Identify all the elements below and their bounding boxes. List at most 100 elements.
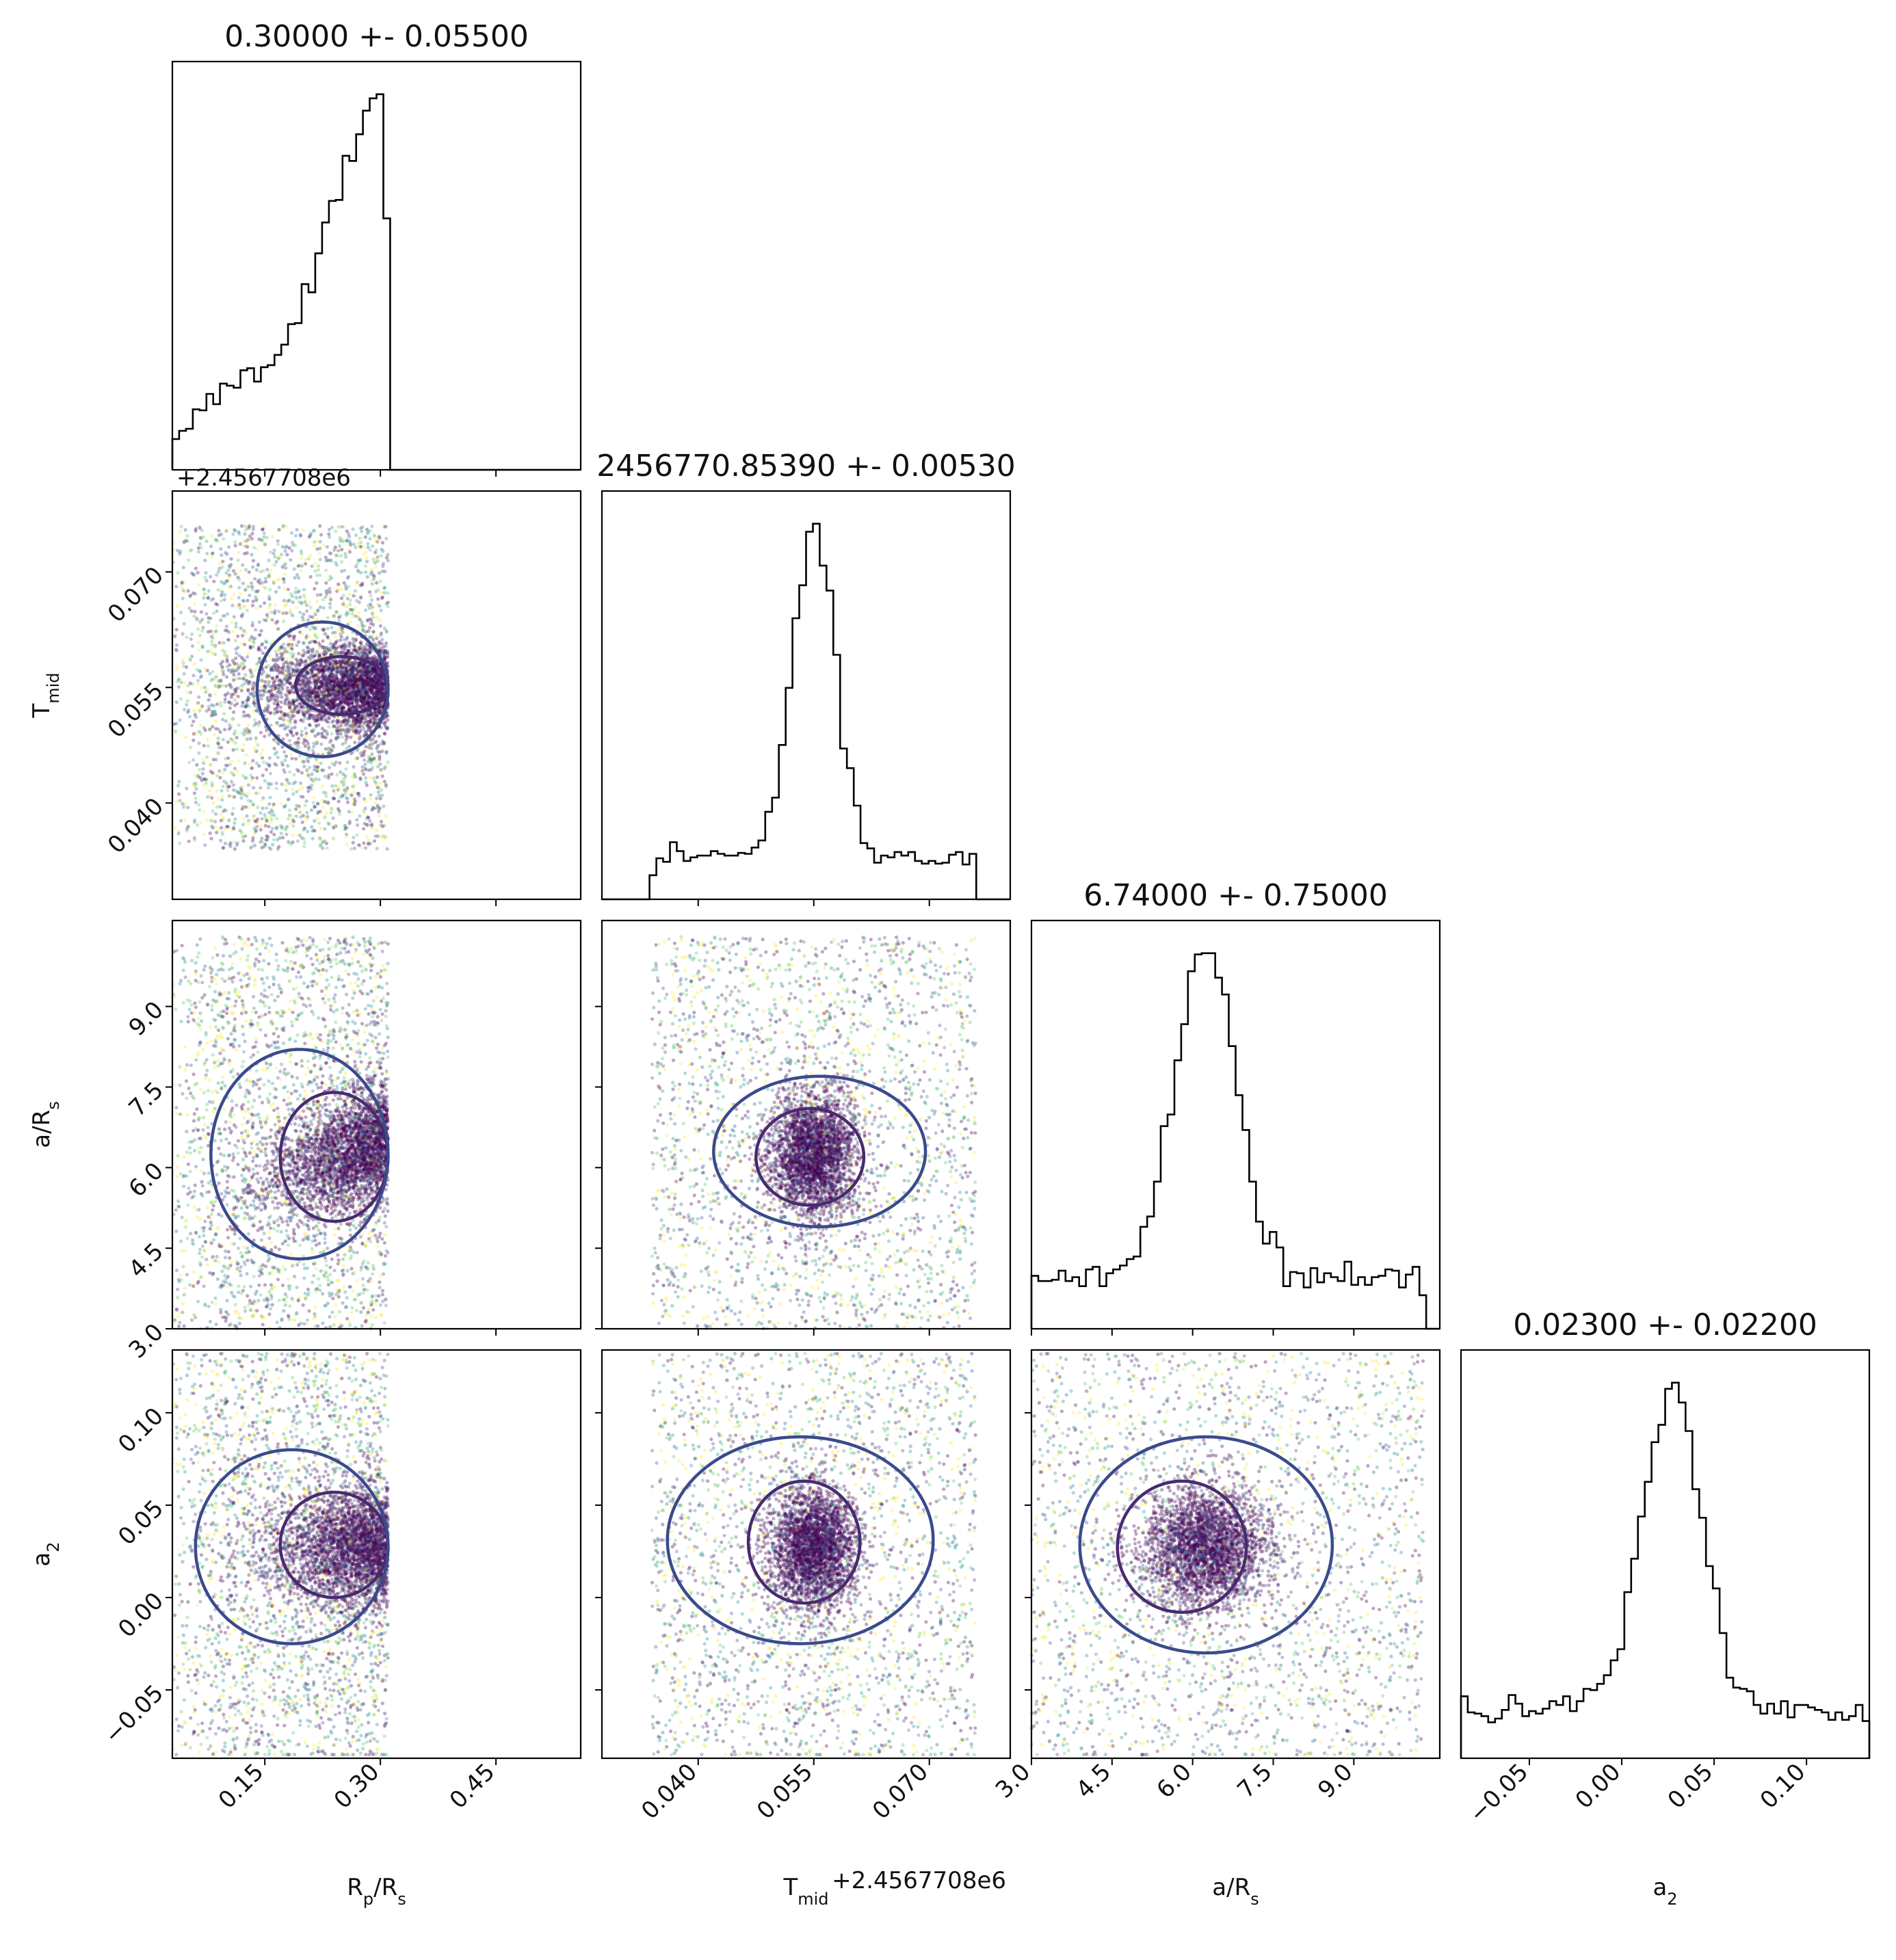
- scatter-point: [257, 764, 261, 767]
- scatter-point: [197, 696, 200, 699]
- scatter-point: [278, 646, 282, 650]
- scatter-point: [205, 552, 209, 555]
- scatter-point: [295, 644, 298, 647]
- scatter-point: [192, 783, 196, 786]
- scatter-point: [272, 664, 276, 667]
- scatter-point: [250, 635, 253, 639]
- scatter-point: [196, 571, 200, 574]
- scatter-point: [263, 531, 266, 535]
- scatter-point: [178, 530, 181, 533]
- scatter-point: [362, 827, 365, 830]
- scatter-point: [249, 799, 252, 803]
- scatter-point: [265, 536, 269, 540]
- scatter-point: [326, 801, 330, 804]
- scatter-point: [313, 680, 317, 684]
- scatter-point: [369, 761, 373, 765]
- scatter-point: [356, 562, 359, 566]
- scatter-point: [213, 693, 217, 696]
- scatter-point: [328, 606, 332, 609]
- scatter-point: [299, 782, 302, 785]
- scatter-point: [291, 594, 294, 598]
- scatter-point: [248, 594, 251, 597]
- scatter-point: [362, 645, 365, 648]
- scatter-point: [221, 771, 224, 775]
- scatter-point: [383, 723, 386, 726]
- scatter-point: [376, 597, 380, 600]
- scatter-point: [291, 757, 294, 760]
- scatter-point: [294, 587, 298, 590]
- scatter-point: [239, 626, 243, 630]
- scatter-point: [285, 825, 289, 828]
- scatter-point: [336, 702, 339, 706]
- scatter-point: [267, 846, 271, 849]
- scatter-point: [253, 637, 256, 640]
- scatter-point: [219, 547, 222, 551]
- scatter-point: [295, 528, 298, 531]
- scatter-point: [359, 728, 363, 732]
- scatter-point: [193, 602, 196, 606]
- scatter-point: [358, 600, 361, 604]
- scatter-point: [328, 667, 331, 670]
- scatter-point: [246, 737, 249, 741]
- scatter-point: [189, 637, 193, 641]
- scatter-point: [289, 608, 292, 611]
- scatter-point: [234, 657, 237, 660]
- scatter-point: [352, 594, 355, 598]
- scatter-point: [276, 756, 280, 759]
- scatter-point: [211, 636, 215, 639]
- scatter-point: [282, 587, 286, 591]
- scatter-point: [283, 758, 287, 762]
- scatter-point: [343, 552, 347, 555]
- scatter-point: [174, 730, 177, 733]
- scatter-point: [370, 768, 373, 771]
- scatter-point: [382, 823, 386, 827]
- scatter-point: [199, 821, 202, 824]
- scatter-point: [260, 538, 263, 542]
- scatter-point: [217, 529, 220, 532]
- scatter-point: [268, 603, 272, 607]
- scatter-point: [251, 624, 254, 627]
- scatter-point: [358, 735, 362, 739]
- scatter-point: [326, 616, 329, 620]
- scatter-point: [329, 552, 332, 555]
- scatter-point: [221, 795, 224, 798]
- scatter-point: [222, 712, 226, 715]
- scatter-point: [265, 806, 268, 810]
- scatter-point: [293, 544, 297, 547]
- scatter-point: [209, 832, 212, 835]
- scatter-point: [374, 802, 378, 805]
- scatter-point: [200, 537, 203, 540]
- scatter-point: [177, 832, 181, 835]
- scatter-point: [334, 760, 338, 764]
- scatter-point: [207, 589, 211, 592]
- scatter-point: [188, 715, 192, 718]
- scatter-point: [356, 624, 360, 628]
- scatter-point: [198, 708, 202, 712]
- scatter-point: [343, 605, 347, 609]
- scatter-point: [198, 768, 201, 771]
- scatter-point: [220, 594, 223, 597]
- scatter-point: [295, 732, 299, 735]
- scatter-point: [353, 772, 356, 776]
- scatter-point: [379, 624, 382, 628]
- scatter-point: [275, 787, 278, 791]
- scatter-point: [219, 839, 222, 843]
- scatter-point: [315, 650, 319, 653]
- scatter-point: [319, 540, 322, 544]
- scatter-point: [294, 534, 298, 538]
- scatter-point: [328, 535, 331, 539]
- scatter-point: [192, 739, 195, 742]
- scatter-point: [360, 622, 363, 625]
- scatter-point: [300, 602, 303, 605]
- scatter-point: [316, 691, 319, 694]
- scatter-point: [373, 741, 377, 744]
- scatter-point: [380, 789, 383, 792]
- scatter-point: [321, 784, 324, 788]
- scatter-point: [348, 551, 352, 554]
- scatter-point: [348, 541, 352, 544]
- scatter-point: [323, 633, 326, 636]
- scatter-point: [341, 735, 344, 739]
- scatter-point: [386, 592, 389, 595]
- scatter-point: [237, 586, 241, 590]
- scatter-layer: [172, 524, 1425, 1756]
